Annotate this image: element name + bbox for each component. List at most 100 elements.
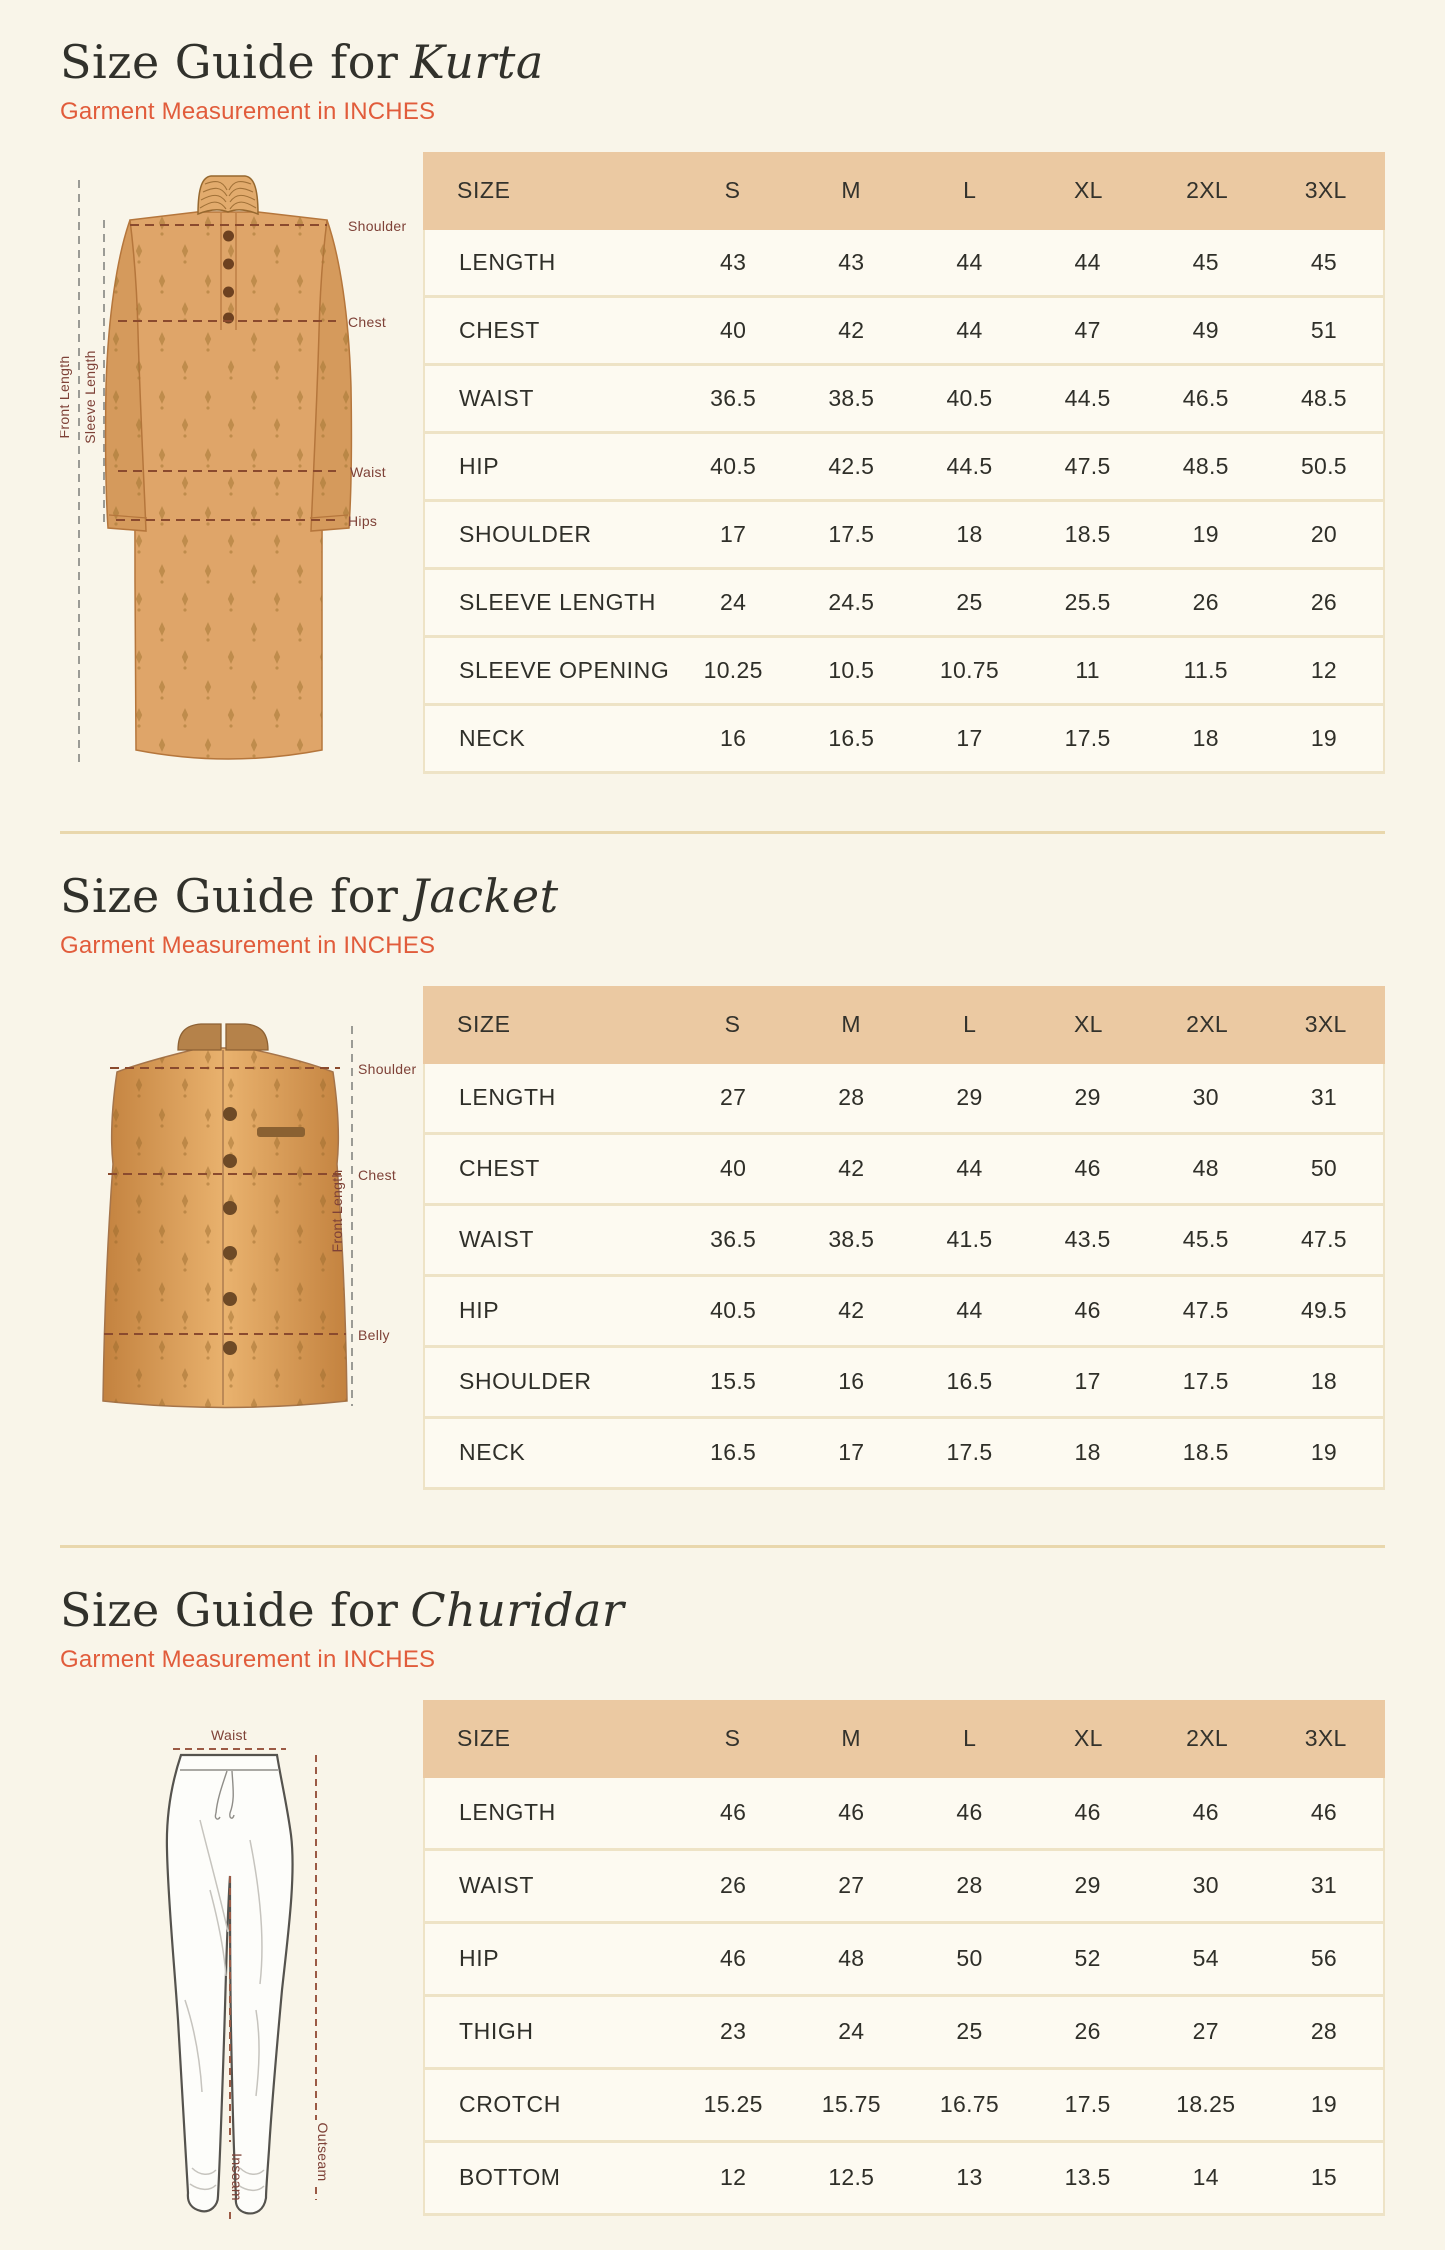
column-header: L [963,1725,977,1752]
column-header: 3XL [1304,1725,1347,1752]
cell-value: 44 [956,1297,983,1324]
cell-value: 26 [1192,588,1219,615]
cell-value: 46 [720,1799,747,1826]
cell-value: 45 [1192,248,1219,275]
table-row: SHOULDER 17 17.5 18 18.5 19 20 [423,501,1385,570]
cell-value: 46 [1074,1155,1101,1182]
cell-value: 18 [1310,1368,1338,1395]
jacket-collar [177,1023,222,1051]
section-subtitle: Garment Measurement in INCHES [60,97,436,125]
table-row: BOTTOM 12 12.5 13 13.5 14 15 [423,2142,1385,2216]
row-label: LENGTH [459,1799,556,1826]
churidar-illustration: Waist Inseam Outseam [165,1727,331,2220]
cell-value: 14 [1192,2164,1219,2191]
cell-value: 12.5 [828,2164,875,2191]
cell-value: 43 [720,248,747,275]
cell-value: 48 [838,1945,865,1972]
garment-name: Jacket [410,868,559,923]
cell-value: 15.5 [710,1368,757,1395]
cell-value: 13.5 [1064,2164,1111,2191]
section-title: Size Guide for Jacket [60,868,1385,923]
cell-value: 17 [838,1439,865,1466]
cell-value: 56 [1310,1945,1338,1972]
cell-value: 27 [1192,2018,1219,2045]
cell-value: 17.5 [1064,2091,1111,2118]
churidar-measure-lines [173,1747,317,2220]
title-prefix: Size Guide for [60,868,399,923]
column-header: S [724,1725,741,1752]
cell-value: 26 [1074,2018,1101,2045]
cell-value: 43 [838,248,865,275]
jacket-diagram: Front Length Shoulder Chest Belly [60,986,423,1511]
cell-value: 46 [720,1945,747,1972]
cell-value: 42 [838,1155,865,1182]
cell-value: 17.5 [1182,1368,1229,1395]
diagram-label-outseam: Outseam [315,2122,331,2181]
table-row: NECK 16 16.5 17 17.5 18 19 [423,705,1385,774]
cell-value: 46.5 [1182,384,1229,411]
cell-value: 29 [1074,1084,1101,1111]
cell-value: 15.25 [703,2091,763,2118]
row-label: CHEST [459,1155,540,1182]
table-row: SLEEVE LENGTH 24 24.5 25 25.5 26 26 [423,569,1385,638]
diagram-label-belly: Belly [358,1327,390,1343]
cell-value: 43.5 [1064,1226,1111,1253]
cell-value: 28 [1310,2018,1338,2045]
garment-name: Churidar [410,1582,625,1637]
cell-value: 40.5 [946,384,993,411]
garment-name: Kurta [410,35,544,89]
column-header: XL [1074,1011,1103,1038]
row-label: CHEST [459,316,540,343]
cell-value: 18 [1074,1439,1101,1466]
cell-value: 49.5 [1300,1297,1347,1324]
row-label: THIGH [459,2018,534,2045]
row-label: SLEEVE OPENING [459,656,670,683]
table-row: HIP 40.5 42.5 44.5 47.5 48.5 50.5 [423,433,1385,502]
cell-value: 28 [838,1084,865,1111]
cell-value: 17 [1074,1368,1101,1395]
cell-value: 12 [720,2164,747,2191]
cell-value: 27 [838,1872,865,1899]
jacket-pocket [257,1126,305,1137]
table-row: WAIST 26 27 28 29 30 31 [423,1850,1385,1924]
cell-value: 40 [720,1155,747,1182]
kurta-illustration: Front Length Sleeve Length [56,175,406,762]
churidar-size-table: SIZE S M L XL 2XL 3XL LENGTH 46 46 46 46 46 46 WAIST 26… [423,1699,1385,2216]
cell-value: 26 [720,1872,747,1899]
cell-value: 50 [956,1945,983,1972]
cell-value: 36.5 [710,1226,757,1253]
cell-value: 29 [1074,1872,1101,1899]
cell-value: 44 [956,1155,983,1182]
jacket-size-table: SIZE S M L XL 2XL 3XL LENGTH 27 28 29 29 30 31 CHEST 40… [423,985,1385,1490]
cell-value: 46 [838,1799,865,1826]
cell-value: 44 [1074,248,1101,275]
cell-value: 48 [1192,1155,1219,1182]
kurta-garment [104,175,353,760]
column-header: L [963,1011,977,1038]
row-label: SHOULDER [459,520,592,547]
cell-value: 16.5 [946,1368,993,1395]
cell-value: 44 [956,316,983,343]
table-row: LENGTH 46 46 46 46 46 46 [423,1777,1385,1851]
cell-value: 44 [956,248,983,275]
cell-value: 30 [1192,1872,1219,1899]
cell-value: 10.75 [939,656,999,683]
cell-value: 25.5 [1064,588,1111,615]
cell-value: 16.75 [939,2091,999,2118]
row-label: HIP [459,1945,500,1972]
cell-value: 46 [1192,1799,1219,1826]
table-header-row: SIZE S M L XL 2XL 3XL [423,151,1385,230]
column-header: XL [1074,1725,1103,1752]
diagram-label-waist: Waist [350,464,386,480]
cell-value: 40.5 [710,1297,757,1324]
cell-value: 47.5 [1182,1297,1229,1324]
table-row: LENGTH 27 28 29 29 30 31 [423,1063,1385,1135]
cell-value: 29 [956,1084,983,1111]
cell-value: 44.5 [1064,384,1111,411]
cell-value: 40 [720,316,747,343]
cell-value: 50 [1310,1155,1338,1182]
cell-value: 25 [956,2018,983,2045]
diagram-label-chest: Chest [348,314,386,330]
cell-value: 15 [1310,2164,1338,2191]
column-header: M [841,177,861,204]
